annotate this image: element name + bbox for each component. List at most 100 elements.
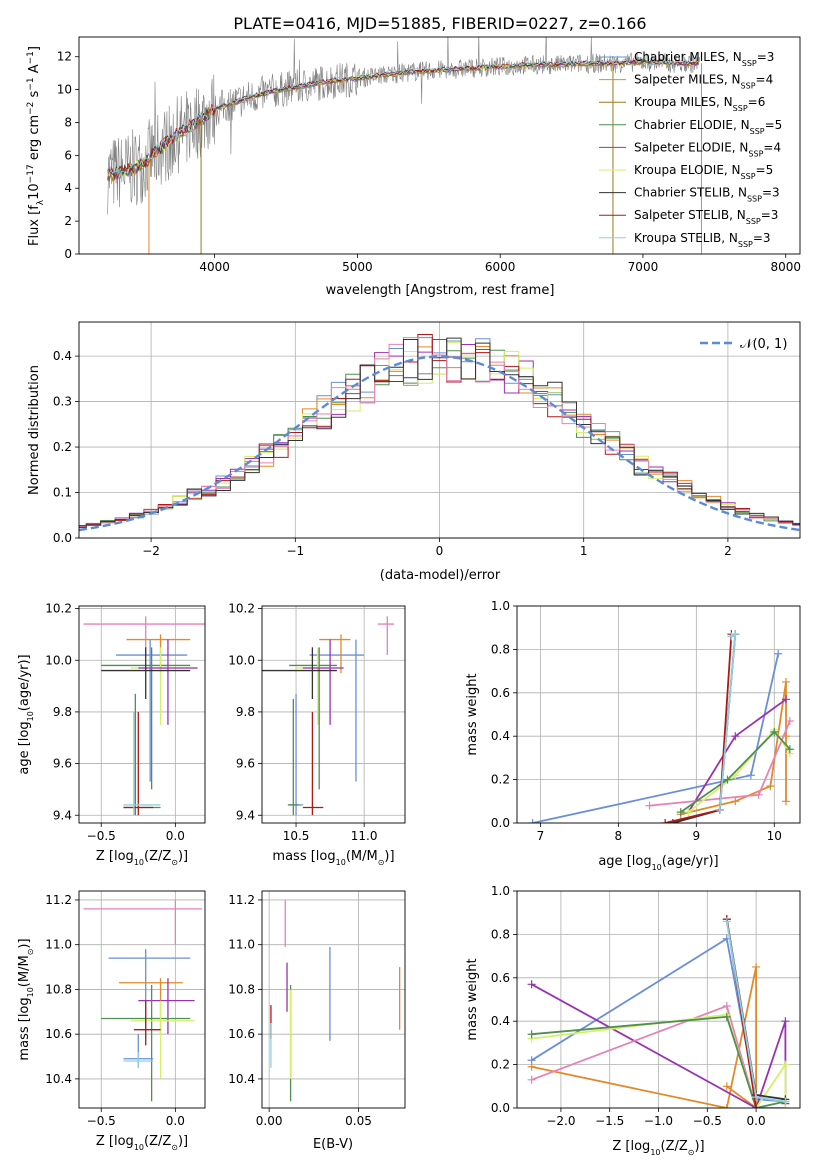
- axis-label-part: )]: [17, 938, 32, 948]
- weight-point-marker: [527, 1030, 536, 1039]
- legend-tail: =3: [761, 208, 779, 222]
- weight-point-marker: [727, 632, 736, 641]
- x-tick-label: −2: [142, 544, 160, 558]
- legend-entry: Salpeter STELIB, NSSP=3: [634, 208, 778, 226]
- x-tick-label: 0.0: [166, 829, 185, 843]
- axis-label-part: )]: [178, 849, 188, 864]
- x-tick-label: −0.5: [693, 1114, 722, 1128]
- weight-series-line: [531, 1015, 786, 1108]
- y-tick-label: 10.0: [228, 653, 255, 667]
- x-tick-label: 6000: [485, 260, 516, 274]
- x-tick-label: −2.0: [546, 1114, 575, 1128]
- y-tick-label: 6: [64, 148, 72, 162]
- axis-label-part: (M/M: [17, 955, 32, 987]
- y-tick-label: 10.8: [45, 982, 72, 996]
- weight-point-marker: [781, 1097, 790, 1106]
- y-tick-label: 11.0: [228, 938, 255, 952]
- weight-point-marker: [722, 1082, 731, 1091]
- legend-sub: SSP: [747, 194, 762, 203]
- x-tick-label: 9: [692, 829, 700, 843]
- legend-entry: Kroupa MILES, NSSP=6: [634, 95, 765, 113]
- plot-area: [83, 899, 203, 1102]
- panel-residuals: −2 −1 0 1 2 0.0 0.1 0.2 0.3 0.4 𝒩(0, 1) (data-model…: [27, 321, 801, 583]
- axis-label-part: Z [log: [96, 1134, 134, 1149]
- axes-frame: [261, 890, 406, 1109]
- y-tick-label: 8: [64, 115, 72, 129]
- x-tick-label: 7: [537, 829, 545, 843]
- y-tick-label: 0.6: [491, 971, 510, 985]
- x-axis-label: mass [log10(M/M⊙)]: [272, 849, 394, 867]
- model-spectrum-line: [107, 58, 699, 178]
- legend-tail: =3: [753, 231, 771, 245]
- panel-mass_vs_EBV: 0.00 0.05 10.4 10.6 10.8 11.0 11.2 E(B-V): [228, 890, 406, 1152]
- y-tick-label: 11.2: [45, 893, 72, 907]
- weight-point-marker: [754, 790, 763, 799]
- y-axis-label: age [log10(age/yr)]: [17, 654, 35, 774]
- weight-point-marker: [722, 917, 731, 926]
- axis-label-part: (Z/Z: [144, 1134, 171, 1149]
- y-axis-label-part: s: [27, 90, 42, 101]
- y-tick-label: 0.4: [53, 349, 72, 363]
- plot-area: [527, 915, 790, 1108]
- weight-point-marker: [722, 1012, 731, 1021]
- plot-area: [528, 630, 794, 823]
- axes-frame: [78, 321, 801, 539]
- axes-frame: [78, 605, 206, 824]
- y-tick-label: 0.8: [491, 927, 510, 941]
- y-axis-label-part: λ: [36, 199, 46, 205]
- legend-tail: =3: [762, 186, 780, 200]
- x-tick-label: 5000: [342, 260, 373, 274]
- panel-spectrum: 4000 5000 6000 7000 8000 0 2 4 6 8 10 12 Chabrier MI…: [26, 36, 801, 298]
- weight-point-marker: [785, 745, 794, 754]
- weight-point-marker: [684, 808, 693, 817]
- y-axis-label-part: −2: [26, 102, 36, 115]
- y-tick-label: 1.0: [491, 599, 510, 613]
- axis-label-part: age [log: [17, 721, 32, 774]
- weight-point-marker: [676, 808, 685, 817]
- axes-frame: [261, 605, 406, 824]
- weight-series-line: [531, 1004, 786, 1108]
- y-axis-label: mass [log10(M/M⊙)]: [17, 938, 35, 1060]
- y-axis-label-part: erg cm: [27, 115, 42, 164]
- legend-sub: SSP: [742, 59, 757, 68]
- legend-label: Chabrier MILES, N: [634, 50, 742, 64]
- legend-label: Chabrier ELODIE, N: [634, 118, 750, 132]
- axes-frame: [516, 890, 801, 1109]
- legend-entry: Salpeter ELODIE, NSSP=4: [634, 140, 781, 158]
- axis-label-part: 10: [134, 1143, 144, 1152]
- y-axis-label-part: 10: [27, 183, 42, 200]
- axis-label-part: ⊙: [378, 858, 385, 867]
- y-tick-label: 0: [64, 247, 72, 261]
- y-tick-label: 9.8: [53, 705, 72, 719]
- x-tick-label: −0.5: [87, 1114, 116, 1128]
- legend-tail: =4: [763, 140, 781, 154]
- x-tick-label: 7000: [628, 260, 659, 274]
- legend-tail: =6: [748, 95, 766, 109]
- x-tick-label: 10.5: [283, 829, 310, 843]
- x-tick-label: 0.05: [345, 1114, 372, 1128]
- y-tick-label: 10.4: [228, 1072, 255, 1086]
- axis-label-part: (Z/Z: [144, 849, 171, 864]
- x-tick-label: −1: [286, 544, 304, 558]
- x-tick-label: −0.5: [87, 829, 116, 843]
- weight-point-marker: [527, 980, 536, 989]
- x-tick-label: 0.0: [747, 1114, 766, 1128]
- axis-label-part: 10: [26, 711, 35, 721]
- axis-label-part: (M/M: [346, 849, 378, 864]
- panel-weight_vs_Z: −2.0 −1.5 −1.0 −0.5 0.0 0.0 0.2 0.4 0.6 0.8 1.0 Z […: [465, 884, 801, 1157]
- weight-point-marker: [785, 717, 794, 726]
- axis-label-part: ⊙: [26, 949, 35, 956]
- y-tick-label: 9.6: [53, 757, 72, 771]
- y-axis-label-part: −17: [26, 164, 36, 183]
- y-axis-label-part: ]: [27, 46, 42, 51]
- x-tick-label: 8000: [770, 260, 801, 274]
- x-axis-label: age [log10(age/yr)]: [598, 854, 718, 872]
- legend-sub: SSP: [741, 172, 756, 181]
- axis-label-part: ⊙: [171, 858, 178, 867]
- y-axis-label: mass weight: [465, 673, 480, 755]
- legend-label: Chabrier STELIB, N: [634, 186, 747, 200]
- weight-point-marker: [527, 1075, 536, 1084]
- weight-point-marker: [645, 801, 654, 810]
- legend-sub: SSP: [741, 81, 756, 90]
